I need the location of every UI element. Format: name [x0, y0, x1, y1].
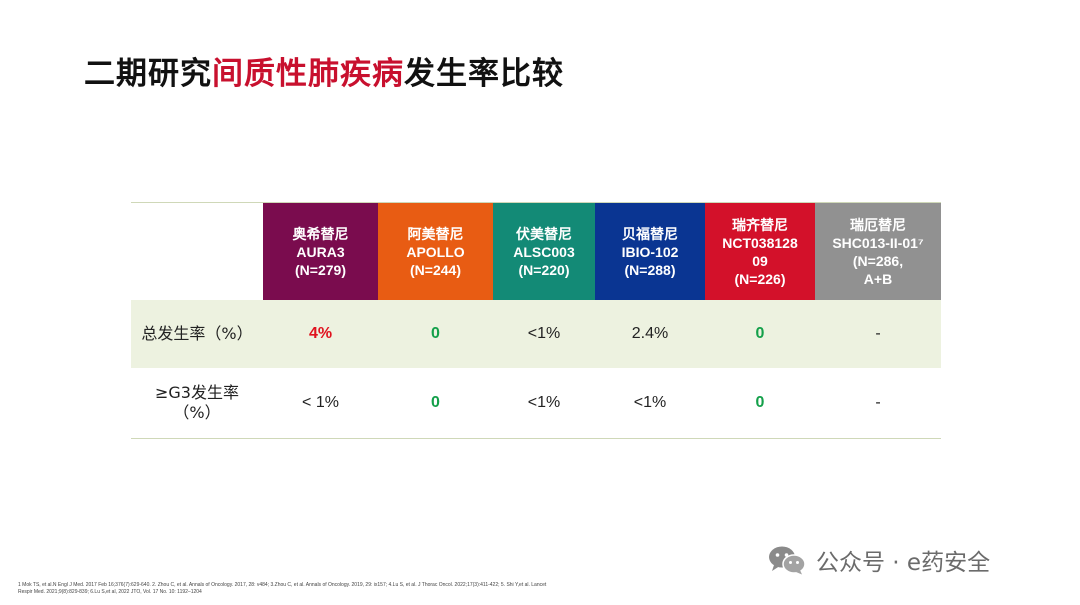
header-cell-line: (N=286, [852, 252, 904, 269]
comparison-table: 奥希替尼 AURA3 (N=279) 阿美替尼 APOLLO (N=244) 伏美替尼 ALS… [131, 202, 941, 439]
table-cell: 0 [755, 325, 765, 342]
header-cell-5: 瑞齐替尼 NCT038128 09 (N=226) [705, 203, 815, 300]
header-cell-line: (N=279) [295, 261, 346, 278]
table-cell: <1% [633, 394, 667, 411]
table-header-row: 奥希替尼 AURA3 (N=279) 阿美替尼 APOLLO (N=244) 伏美替尼 ALS… [131, 202, 941, 300]
watermark: 公众号 · e药安全 [768, 543, 990, 577]
title-part2: 发生率比较 [404, 56, 564, 92]
table-cell: 0 [431, 325, 440, 342]
reference-line-1: 1 Mok TS, et al.N Engl J Med. 2017 Feb 1… [18, 582, 547, 588]
header-cell-line: NCT038128 [722, 234, 798, 251]
row-label: ≥G3发生率 （%） [131, 383, 263, 423]
table-cell: 0 [755, 394, 765, 411]
header-cell-line: 奥希替尼 [292, 225, 349, 242]
header-cell-line: 贝福替尼 [622, 225, 678, 242]
table-row: 总发生率（%） 4% 0 <1% 2.4% 0 - [131, 300, 941, 368]
header-cell-line: 瑞厄替尼 [850, 216, 906, 233]
header-cell-line: SHC013-II-01⁷ [832, 234, 924, 251]
header-cell-line: APOLLO [406, 243, 465, 260]
header-cell-line: (N=220) [518, 261, 570, 278]
table-cell: 4% [308, 325, 333, 342]
table-cell: - [875, 325, 881, 342]
table-cell: < 1% [302, 394, 339, 411]
header-cell-3: 伏美替尼 ALSC003 (N=220) [493, 203, 595, 300]
header-cell-line: 09 [752, 252, 768, 269]
header-cell-line: IBIO-102 [621, 243, 679, 260]
wechat-icon [769, 546, 806, 575]
title-highlight: 间质性肺疾病 [212, 56, 404, 92]
header-cell-line: (N=244) [410, 261, 461, 278]
header-cell-line: 瑞齐替尼 [732, 216, 788, 233]
header-cell-line: AURA3 [296, 243, 345, 260]
header-cell-1: 奥希替尼 AURA3 (N=279) [263, 203, 378, 300]
row-label-line: ≥G3发生率 [155, 383, 239, 402]
header-cell-6: 瑞厄替尼 SHC013-II-01⁷ (N=286, A+B [815, 203, 941, 300]
header-cell-line: ALSC003 [513, 243, 575, 260]
header-cell-line: (N=226) [734, 270, 786, 287]
table-cell: 2.4% [631, 325, 669, 342]
header-cell-line: 伏美替尼 [516, 225, 572, 242]
row-label: 总发生率（%） [131, 324, 263, 344]
header-corner-cell [131, 203, 263, 300]
header-cell-line: A+B [863, 270, 893, 287]
header-cell-2: 阿美替尼 APOLLO (N=244) [378, 203, 493, 300]
watermark-text: 公众号 · e药安全 [816, 550, 991, 576]
row-label-line: 总发生率（%） [141, 324, 253, 343]
page-title: 二期研究间质性肺疾病发生率比较 [84, 48, 564, 93]
row-label-line: （%） [173, 403, 221, 422]
header-cell-4: 贝福替尼 IBIO-102 (N=288) [595, 203, 705, 300]
table-row: ≥G3发生率 （%） < 1% 0 <1% <1% 0 - [131, 368, 941, 439]
reference-line-2: Respir Med. 2021;9(8):829-839; 6.Lu S,et… [18, 589, 202, 595]
title-part1: 二期研究 [84, 56, 212, 92]
header-cell-line: (N=288) [624, 261, 676, 278]
table-cell: - [875, 394, 881, 411]
table-cell: <1% [527, 394, 561, 411]
header-cell-line: 阿美替尼 [407, 225, 464, 242]
references: 1 Mok TS, et al.N Engl J Med. 2017 Feb 1… [18, 582, 638, 596]
table-cell: <1% [527, 325, 561, 342]
table-cell: 0 [431, 394, 440, 411]
